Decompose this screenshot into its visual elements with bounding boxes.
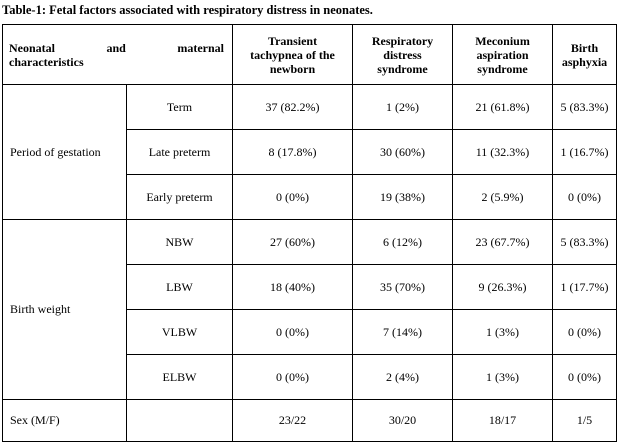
group-birth-weight: Birth weight	[2, 219, 127, 400]
row-label: Term	[125, 84, 234, 130]
cell-ttn: 37 (82.2%)	[232, 84, 354, 130]
table-row: ELBW 0 (0%) 2 (4%) 1 (3%) 0 (0%)	[3, 354, 618, 400]
header-word-characteristics: characteristics	[9, 54, 84, 69]
header-birth-asphyxia: Birth asphyxia	[552, 24, 618, 85]
table-caption: Table-1: Fetal factors associated with r…	[2, 3, 373, 17]
cell-ba: 5 (83.3%)	[552, 219, 618, 265]
cell-rds: 1 (2%)	[352, 84, 454, 130]
group-sex: Sex (M/F)	[2, 399, 127, 442]
row-label: ELBW	[125, 354, 234, 400]
header-word-neonatal: Neonatal	[9, 40, 55, 55]
cell-mas: 18/17	[452, 399, 554, 442]
cell-mas: 11 (32.3%)	[452, 129, 554, 175]
cell-mas: 2 (5.9%)	[452, 174, 554, 220]
table-row: LBW 18 (40%) 35 (70%) 9 (26.3%) 1 (17.7%…	[3, 264, 618, 310]
header-meconium-aspiration: Meconium aspiration syndrome	[452, 24, 554, 85]
cell-ttn: 0 (0%)	[232, 354, 354, 400]
header-respiratory-distress: Respiratory distress syndrome	[352, 24, 454, 85]
cell-rds: 7 (14%)	[352, 309, 454, 355]
cell-ttn: 27 (60%)	[232, 219, 354, 265]
row-label: NBW	[125, 219, 234, 265]
cell-ttn: 8 (17.8%)	[232, 129, 354, 175]
cell-ba: 1/5	[552, 399, 618, 442]
row-label: VLBW	[125, 309, 234, 355]
cell-rds: 35 (70%)	[352, 264, 454, 310]
table-row: Early preterm 0 (0%) 19 (38%) 2 (5.9%) 0…	[3, 174, 618, 220]
table-row: Sex (M/F) 23/22 30/20 18/17 1/5	[2, 399, 618, 442]
cell-mas: 23 (67.7%)	[452, 219, 554, 265]
cell-ttn: 23/22	[232, 399, 354, 442]
cell-ba: 1 (17.7%)	[552, 264, 618, 310]
cell-ttn: 0 (0%)	[232, 309, 354, 355]
cell-mas: 9 (26.3%)	[452, 264, 554, 310]
cell-mas: 1 (3%)	[452, 309, 554, 355]
fetal-factors-table: Neonatal and maternal characteristics Tr…	[1, 24, 618, 442]
table-row: Birth weight NBW 27 (60%) 6 (12%) 23 (67…	[2, 219, 618, 400]
cell-ba: 0 (0%)	[552, 174, 618, 220]
cell-ba: 1 (16.7%)	[552, 129, 618, 175]
table-row: Late preterm 8 (17.8%) 30 (60%) 11 (32.3…	[3, 129, 618, 175]
row-label: LBW	[125, 264, 234, 310]
table-row: VLBW 0 (0%) 7 (14%) 1 (3%) 0 (0%)	[3, 309, 618, 355]
header-row: Neonatal and maternal characteristics Tr…	[1, 24, 618, 85]
header-transient-tachypnea: Transient tachypnea of the newborn	[232, 24, 354, 85]
cell-ba: 5 (83.3%)	[552, 84, 618, 130]
cell-rds: 19 (38%)	[352, 174, 454, 220]
row-label	[125, 399, 234, 442]
cell-mas: 21 (61.8%)	[452, 84, 554, 130]
header-word-and: and	[106, 40, 126, 55]
cell-ttn: 18 (40%)	[232, 264, 354, 310]
row-label: Early preterm	[125, 174, 234, 220]
cell-rds: 30 (60%)	[352, 129, 454, 175]
group-period-of-gestation: Period of gestation	[2, 84, 127, 220]
cell-ttn: 0 (0%)	[232, 174, 354, 220]
cell-mas: 1 (3%)	[452, 354, 554, 400]
table-row: Period of gestation Term 37 (82.2%) 1 (2…	[2, 84, 618, 220]
cell-ba: 0 (0%)	[552, 354, 618, 400]
cell-ba: 0 (0%)	[552, 309, 618, 355]
header-characteristics: Neonatal and maternal characteristics	[1, 24, 234, 85]
header-word-maternal: maternal	[177, 40, 225, 55]
cell-rds: 30/20	[352, 399, 454, 442]
cell-rds: 2 (4%)	[352, 354, 454, 400]
cell-rds: 6 (12%)	[352, 219, 454, 265]
row-label: Late preterm	[125, 129, 234, 175]
